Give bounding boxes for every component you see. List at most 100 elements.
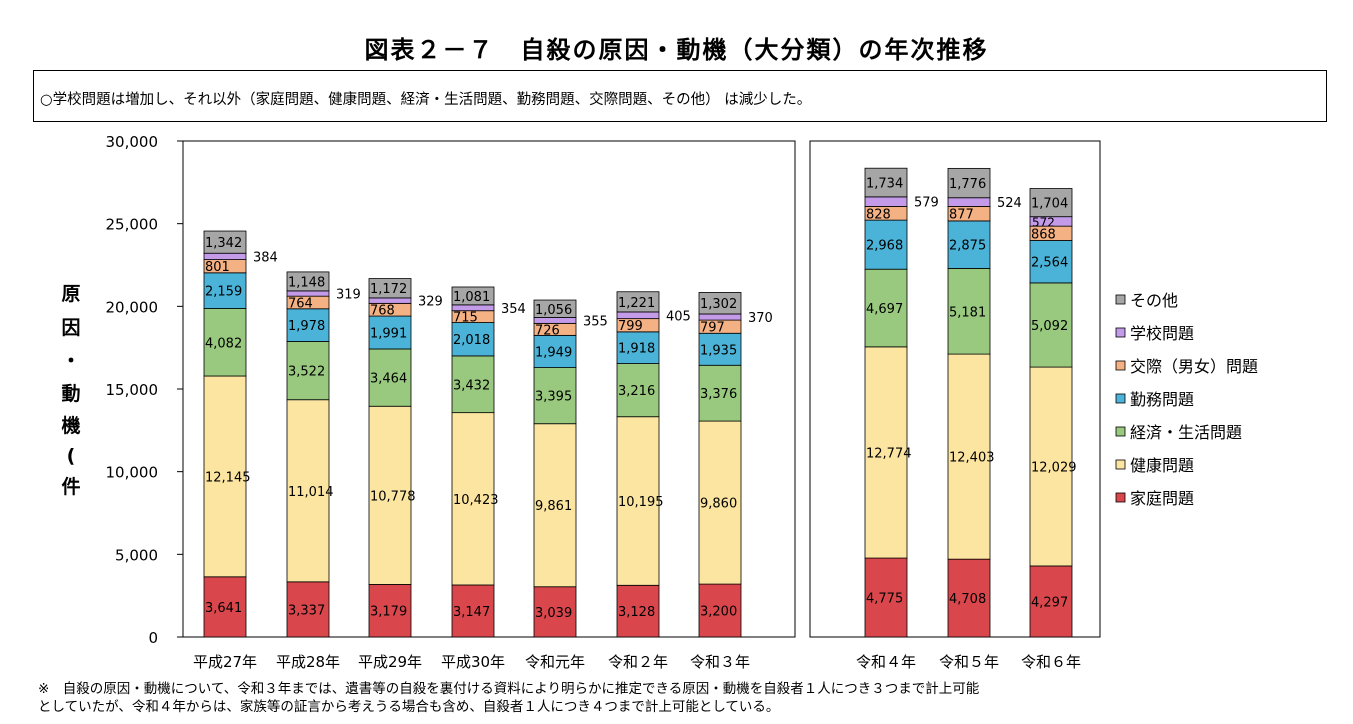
legend-swatch xyxy=(1115,327,1126,338)
x-tick-label: 平成30年 xyxy=(441,653,505,671)
footnote-line-2: としていたが、令和４年からは、家族等の証言から考えうる場合も含め、自殺者１人につ… xyxy=(38,699,780,715)
bar-segment-2 xyxy=(451,355,495,414)
bar-segment-2 xyxy=(698,364,742,422)
bar-segment-1 xyxy=(368,405,412,585)
data-label: 828 xyxy=(866,207,891,222)
bar-segment-3 xyxy=(533,334,577,368)
data-label: 5,181 xyxy=(949,305,986,320)
bar-segment-0 xyxy=(286,581,330,638)
data-label: 1,949 xyxy=(535,345,572,360)
data-label: 354 xyxy=(501,302,526,317)
bar-segment-1 xyxy=(203,375,247,578)
data-label: 2,564 xyxy=(1031,256,1068,271)
data-label: 5,092 xyxy=(1031,319,1068,334)
data-label: 370 xyxy=(748,311,773,326)
legend-swatch xyxy=(1115,426,1126,437)
footnote-line-1: ※ 自殺の原因・動機について、令和３年までは、遺書等の自殺を裏付ける資料により明… xyxy=(38,681,980,697)
bar-segment-3 xyxy=(286,308,330,342)
data-label: 1,081 xyxy=(453,290,490,305)
data-label: 3,200 xyxy=(700,605,737,620)
bar-segment-1 xyxy=(533,423,577,588)
data-label: 1,978 xyxy=(288,319,325,334)
data-label: 2,159 xyxy=(205,285,242,300)
bar-segment-5 xyxy=(451,304,495,312)
data-label: 524 xyxy=(997,196,1022,211)
data-label: 572 xyxy=(1032,215,1055,229)
legend-label: 経済・生活問題 xyxy=(1130,423,1242,442)
x-tick-label: 平成28年 xyxy=(276,653,340,671)
bar-segment-3 xyxy=(368,315,412,350)
data-label: 768 xyxy=(370,304,395,319)
legend-swatch xyxy=(1115,459,1126,470)
data-label: 1,172 xyxy=(370,282,407,297)
legend-label: 家庭問題 xyxy=(1130,489,1194,508)
data-label: 1,935 xyxy=(700,343,737,358)
data-label: 877 xyxy=(949,208,974,223)
y-tick-label: 10,000 xyxy=(106,464,159,482)
data-label: 799 xyxy=(618,319,643,334)
data-label: 3,376 xyxy=(700,387,737,402)
y-tick-label: 20,000 xyxy=(106,298,159,316)
bar-segment-1 xyxy=(947,353,991,560)
data-label: 12,774 xyxy=(866,446,912,461)
bar-segment-5 xyxy=(616,311,660,320)
bar-segment-3 xyxy=(1029,240,1073,284)
bar-segment-3 xyxy=(698,332,742,366)
bar-segment-0 xyxy=(864,557,908,638)
x-tick-label: 令和２年 xyxy=(608,653,668,671)
data-label: 9,861 xyxy=(535,499,572,514)
legend-label: 交際（男女）問題 xyxy=(1130,357,1258,376)
data-label: 3,395 xyxy=(535,390,572,405)
bar-segment-0 xyxy=(533,586,577,638)
bar-segment-5 xyxy=(533,317,577,324)
bar-segment-3 xyxy=(203,272,247,309)
bar-segment-2 xyxy=(533,367,577,425)
data-label: 726 xyxy=(535,323,560,338)
chart-title: 図表２－７ 自殺の原因・動機（大分類）の年次推移 xyxy=(364,36,989,64)
summary-box: ○学校問題は増加し、それ以外（家庭問題、健康問題、経済・生活問題、勤務問題、交際… xyxy=(33,70,1327,122)
data-label: 1,918 xyxy=(618,342,655,357)
data-label: 2,018 xyxy=(453,333,490,348)
data-label: 319 xyxy=(336,288,361,303)
bar-segment-6 xyxy=(451,286,495,306)
bar-segment-0 xyxy=(451,584,495,638)
legend-label: 学校問題 xyxy=(1130,324,1194,343)
x-tick-label: 令和６年 xyxy=(1021,653,1081,671)
data-label: 12,403 xyxy=(949,451,995,466)
data-label: 764 xyxy=(288,296,313,311)
y-tick-label: 15,000 xyxy=(106,381,159,399)
data-label: 3,432 xyxy=(453,378,490,393)
data-label: 4,082 xyxy=(205,336,242,351)
data-label: 9,860 xyxy=(700,497,737,512)
x-tick-label: 令和３年 xyxy=(690,653,750,671)
data-label: 3,464 xyxy=(370,372,407,387)
bar-segment-5 xyxy=(368,297,412,304)
data-label: 1,302 xyxy=(700,297,737,312)
x-tick-label: 令和５年 xyxy=(939,653,999,671)
bar-segment-6 xyxy=(698,292,742,315)
bar-segment-0 xyxy=(203,576,247,638)
y-axis-label: 原因・動機(件 xyxy=(61,283,80,498)
data-label: 3,147 xyxy=(453,605,490,620)
bar-segment-5 xyxy=(864,196,908,207)
bar-segment-1 xyxy=(616,416,660,586)
data-label: 1,148 xyxy=(288,275,325,290)
data-label: 1,734 xyxy=(866,177,903,192)
bar-segment-2 xyxy=(203,308,247,377)
legend-swatch xyxy=(1115,492,1126,503)
bar-segment-0 xyxy=(1029,565,1073,638)
data-label: 797 xyxy=(700,321,725,336)
bar-segment-5 xyxy=(947,197,991,207)
y-tick-label: 0 xyxy=(148,629,158,647)
bar-segment-2 xyxy=(864,268,908,348)
bar-segment-6 xyxy=(203,230,247,254)
data-label: 10,423 xyxy=(453,493,499,508)
legend-label: 勤務問題 xyxy=(1130,390,1194,409)
data-label: 2,968 xyxy=(866,239,903,254)
bar-segment-5 xyxy=(203,252,247,260)
data-label: 3,039 xyxy=(535,606,572,621)
bar-segment-5 xyxy=(698,313,742,321)
data-label: 10,778 xyxy=(370,489,416,504)
data-label: 355 xyxy=(583,314,608,329)
